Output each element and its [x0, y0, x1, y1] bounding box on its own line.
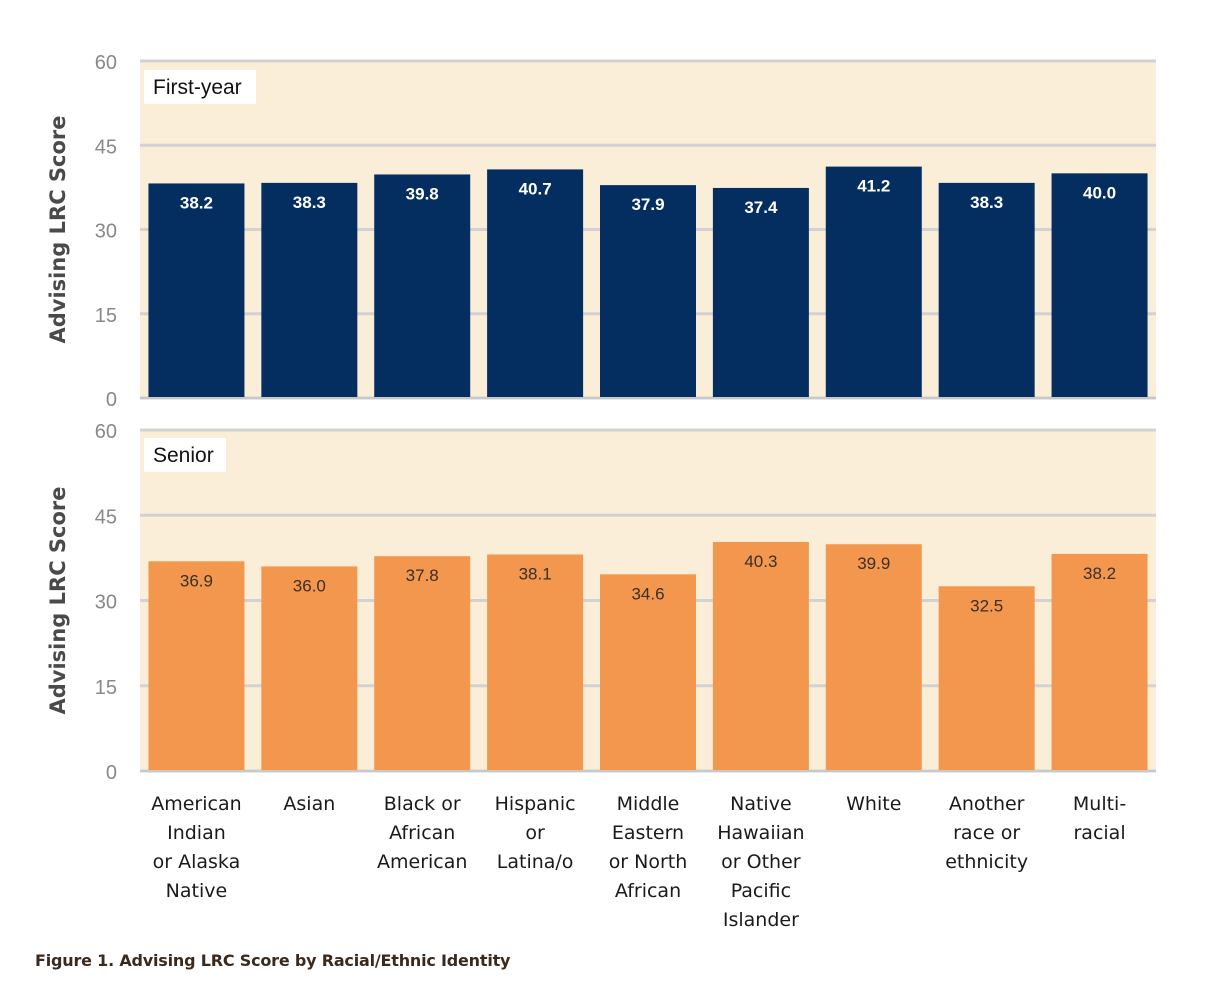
x-tick-label: or Other — [721, 851, 801, 873]
bar-value-label: 32.5 — [970, 596, 1003, 615]
y-tick-label: 30 — [95, 592, 117, 614]
bar-value-label: 40.3 — [744, 552, 777, 571]
bar — [712, 187, 809, 398]
y-tick-label: 15 — [95, 305, 117, 327]
x-tick-label: race or — [953, 822, 1020, 844]
bar-value-label: 39.9 — [857, 554, 890, 573]
y-tick-label: 15 — [95, 677, 117, 699]
figure-caption: Figure 1. Advising LRC Score by Racial/E… — [35, 951, 511, 970]
bar-value-label: 40.7 — [519, 179, 552, 198]
x-tick-label: American — [377, 851, 467, 873]
bar-value-label: 39.8 — [406, 184, 439, 203]
bar — [487, 554, 584, 771]
bar-value-label: 36.9 — [180, 571, 213, 590]
bar-value-label: 38.3 — [970, 193, 1003, 212]
bar — [1051, 553, 1148, 771]
bar-value-label: 41.2 — [857, 177, 890, 196]
bar — [712, 541, 809, 771]
bar — [374, 174, 471, 398]
bar-value-label: 40.0 — [1083, 183, 1116, 202]
bar — [600, 574, 696, 771]
x-tick-label: Pacific — [731, 880, 791, 902]
x-tick-label: Latina/o — [497, 851, 574, 873]
y-axis-label: Advising LRC Score — [46, 115, 70, 343]
bar — [825, 166, 922, 398]
bar — [825, 544, 922, 771]
x-tick-label: White — [846, 793, 901, 815]
bar — [600, 185, 696, 398]
bar — [261, 566, 358, 771]
x-tick-label: Eastern — [612, 822, 684, 844]
x-tick-label: or Alaska — [153, 851, 241, 873]
x-tick-label: Black or — [384, 793, 461, 815]
panel-label-box — [144, 70, 256, 104]
x-tick-label: or — [525, 822, 545, 844]
y-tick-label: 60 — [95, 52, 117, 74]
y-tick-label: 60 — [95, 421, 117, 443]
bar-value-label: 36.0 — [293, 576, 326, 595]
bar — [374, 556, 471, 771]
x-tick-label: Another — [949, 793, 1025, 815]
panel-label-box — [144, 438, 226, 472]
bar-value-label: 38.2 — [180, 193, 213, 212]
x-tick-label: African — [389, 822, 455, 844]
x-tick-label: racial — [1074, 822, 1126, 844]
y-tick-label: 45 — [95, 506, 117, 528]
x-tick-label: or North — [609, 851, 688, 873]
bar-value-label: 37.8 — [406, 566, 439, 585]
bar — [938, 182, 1035, 398]
x-tick-label: Indian — [167, 822, 226, 844]
y-tick-label: 0 — [106, 389, 117, 411]
bar-value-label: 38.3 — [293, 193, 326, 212]
bar — [487, 169, 584, 398]
x-tick-label: Native — [730, 793, 792, 815]
panel-title: First-year — [153, 76, 242, 99]
x-tick-label: ethnicity — [945, 851, 1028, 873]
bar-value-label: 38.2 — [1083, 564, 1116, 583]
x-tick-label: Islander — [723, 909, 799, 931]
x-tick-label: American — [151, 793, 241, 815]
x-tick-label: Hawaiian — [717, 822, 804, 844]
x-tick-label: African — [615, 880, 681, 902]
bar — [148, 183, 245, 398]
y-tick-label: 30 — [95, 221, 117, 243]
x-tick-label: Native — [166, 880, 228, 902]
bar-value-label: 37.9 — [631, 195, 664, 214]
panel-title: Senior — [153, 444, 214, 467]
bar — [1051, 173, 1148, 398]
x-tick-label: Hispanic — [495, 793, 576, 815]
bar — [148, 561, 245, 771]
x-tick-label: Asian — [283, 793, 335, 815]
y-tick-label: 0 — [106, 762, 117, 784]
bar — [938, 586, 1035, 771]
bar-value-label: 34.6 — [631, 584, 664, 603]
x-tick-label: Middle — [617, 793, 680, 815]
x-tick-label: Multi- — [1073, 793, 1126, 815]
bar-value-label: 37.4 — [744, 198, 778, 217]
y-tick-label: 45 — [95, 136, 117, 158]
y-axis-label: Advising LRC Score — [46, 486, 70, 714]
bar-value-label: 38.1 — [519, 564, 552, 583]
bar — [261, 182, 358, 398]
